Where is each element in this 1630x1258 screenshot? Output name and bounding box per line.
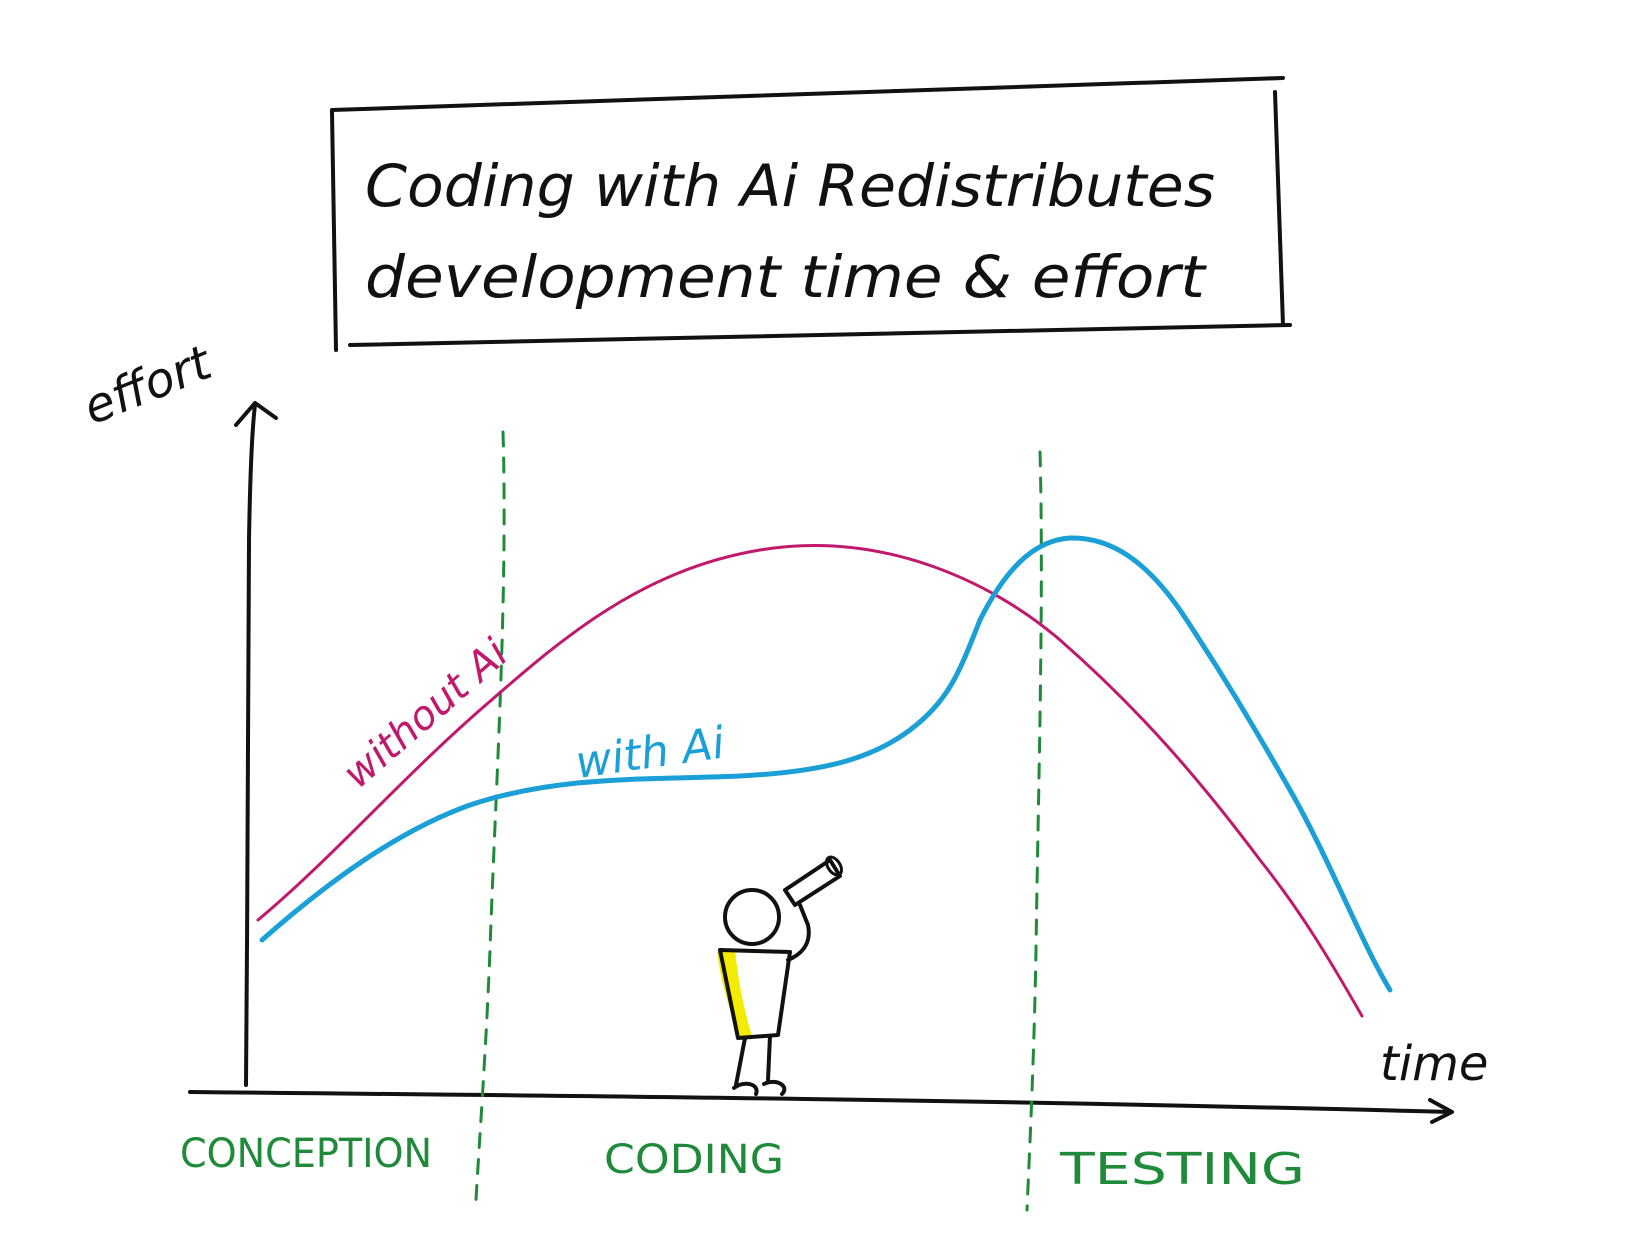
title-box: Coding with Ai Redistributes development… — [330, 76, 1292, 352]
title-line-1: Coding with Ai Redistributes — [365, 152, 1215, 220]
phase-label-conception: CONCEPTION — [180, 1131, 432, 1177]
curve-without-ai-line — [256, 544, 1364, 1018]
curve-without-ai: without Ai — [256, 544, 1364, 1018]
curve-with-ai: with Ai — [259, 535, 1393, 993]
y-axis-label: effort — [76, 334, 221, 436]
phase-label-coding: CODING — [604, 1137, 784, 1183]
x-axis-label: time — [1380, 1036, 1488, 1092]
curve-with-ai-line — [259, 535, 1393, 993]
curve-without-ai-label: without Ai — [334, 631, 516, 798]
phase-dividers — [474, 430, 1043, 1212]
person-with-telescope-icon — [717, 855, 843, 1096]
divider-coding-testing — [1025, 450, 1043, 1212]
phase-labels: CONCEPTION CODING TESTING — [180, 1131, 1305, 1195]
title-line-2: development time & effort — [365, 243, 1207, 311]
y-axis: effort — [76, 334, 278, 1087]
divider-conception-coding — [474, 430, 506, 1202]
x-axis: time — [188, 1036, 1488, 1124]
phase-label-testing: TESTING — [1059, 1144, 1305, 1195]
